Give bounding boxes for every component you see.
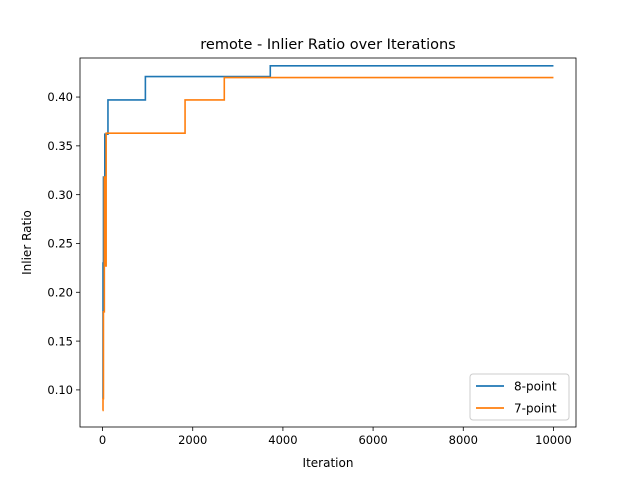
- series-line-7-point: [102, 76, 554, 412]
- x-tick-label: 8000: [449, 433, 478, 447]
- series-layer: [102, 65, 554, 412]
- chart-title: remote - Inlier Ratio over Iterations: [200, 37, 455, 53]
- legend: 8-point 7-point: [469, 373, 570, 421]
- y-tick-label: 0.30: [47, 188, 73, 202]
- y-tick-label: 0.20: [47, 285, 73, 299]
- y-tick-label: 0.35: [47, 139, 73, 153]
- x-tick-label: 4000: [268, 433, 297, 447]
- y-axis: 0.10 0.15 0.20 0.25 0.30 0.35 0.40: [47, 90, 80, 397]
- x-tick-label: 0: [99, 433, 106, 447]
- y-axis-label: Inlier Ratio: [20, 210, 34, 275]
- x-axis: 0 2000 4000 6000 8000 10000: [99, 427, 572, 447]
- x-tick-label: 2000: [178, 433, 207, 447]
- legend-label-8-point: 8-point: [514, 380, 557, 394]
- x-axis-label: Iteration: [303, 456, 354, 470]
- y-tick-label: 0.40: [47, 90, 73, 104]
- legend-label-7-point: 7-point: [514, 402, 557, 416]
- x-tick-label: 6000: [358, 433, 387, 447]
- y-tick-label: 0.15: [47, 334, 73, 348]
- y-tick-label: 0.25: [47, 237, 73, 251]
- axes-frame: [79, 57, 577, 428]
- y-tick-label: 0.10: [47, 383, 73, 397]
- x-tick-label: 10000: [535, 433, 572, 447]
